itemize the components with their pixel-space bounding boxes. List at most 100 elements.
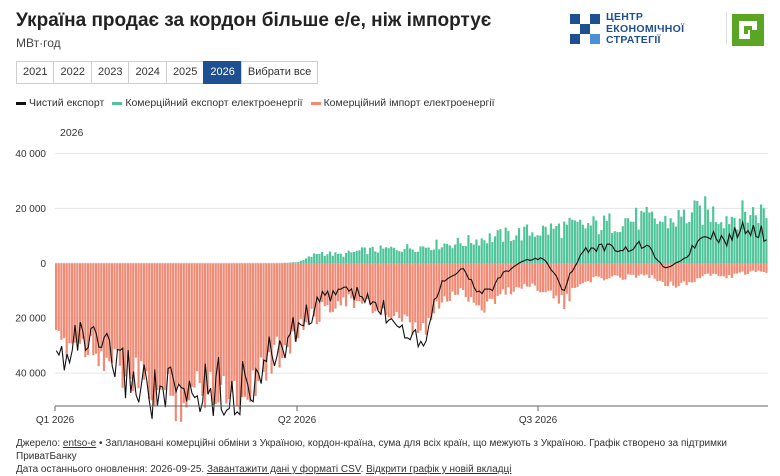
export-bar [595, 220, 597, 263]
export-bar [342, 257, 344, 264]
export-bar [305, 258, 307, 263]
import-bar [638, 263, 640, 275]
import-bar [183, 263, 185, 403]
import-bar [590, 263, 592, 282]
x-tick-label: Q2 2026 [278, 415, 317, 426]
import-bar [289, 263, 291, 353]
export-bar [627, 218, 629, 263]
legend-item-import[interactable]: Комерційний імпорт електроенергії [311, 97, 495, 109]
export-bar [563, 222, 565, 264]
import-bar [717, 263, 719, 276]
open-new-tab-link[interactable]: Відкрити графік у новій вкладці [366, 464, 511, 475]
import-bar [680, 263, 682, 283]
import-bar [66, 263, 68, 356]
year-button-2025[interactable]: 2025 [166, 61, 204, 84]
import-bar [741, 263, 743, 271]
import-bar [704, 263, 706, 274]
export-bar [608, 213, 610, 263]
import-bar [76, 263, 78, 343]
export-bar [491, 242, 493, 263]
select-all-button[interactable]: Вибрати все [241, 61, 318, 84]
import-bar [276, 263, 278, 336]
source-link[interactable]: entso-e [63, 438, 96, 449]
export-bar [635, 208, 637, 263]
export-bar [513, 240, 515, 263]
import-bar [723, 263, 725, 276]
export-bar [510, 241, 512, 263]
export-bar [755, 215, 757, 263]
export-bar [638, 230, 640, 264]
import-bar [537, 263, 539, 291]
import-bar [169, 263, 171, 396]
export-bar [292, 262, 294, 263]
import-bar [707, 263, 709, 273]
footer: Джерело: entso-e • Заплановані комерційн… [16, 437, 780, 476]
export-bar [715, 222, 717, 263]
ces-logo[interactable]: ЦЕНТР ЕКОНОМІЧНОЇ СТРАТЕГІЇ [568, 12, 718, 48]
export-bar [691, 212, 693, 263]
import-bar [481, 263, 483, 310]
export-bar [574, 220, 576, 263]
export-bar [462, 246, 464, 263]
export-bar [550, 223, 552, 263]
export-bar [350, 252, 352, 263]
export-bar [728, 224, 730, 263]
import-bar [135, 263, 137, 357]
export-bar [566, 225, 568, 264]
export-bar [646, 207, 648, 263]
year-button-2021[interactable]: 2021 [16, 61, 54, 84]
import-bar [725, 263, 727, 278]
import-bar [114, 263, 116, 349]
import-bar [465, 263, 467, 297]
import-bar [526, 263, 528, 286]
export-bar [297, 262, 299, 263]
import-bar [122, 263, 124, 387]
import-bar [217, 263, 219, 402]
import-bar [515, 263, 517, 287]
import-bar [449, 263, 451, 301]
import-bar [765, 263, 767, 273]
import-bar [98, 263, 100, 366]
export-bar [584, 228, 586, 263]
export-bar [459, 243, 461, 263]
year-button-2024[interactable]: 2024 [128, 61, 166, 84]
year-button-2023[interactable]: 2023 [91, 61, 129, 84]
x-tick-label: Q3 2026 [519, 415, 558, 426]
import-bar [451, 263, 453, 291]
export-bar [659, 221, 661, 263]
import-bar [747, 263, 749, 274]
year-button-2022[interactable]: 2022 [53, 61, 91, 84]
export-bar [733, 218, 735, 263]
import-bar [608, 263, 610, 278]
legend-item-net-export[interactable]: Чистий експорт [16, 97, 104, 109]
import-bar [193, 263, 195, 387]
import-bar [566, 263, 568, 294]
export-bar [289, 263, 291, 264]
export-bar [547, 235, 549, 264]
privatbank-logo[interactable] [730, 12, 766, 48]
chart-year-label: 2026 [60, 127, 84, 139]
export-bar [741, 200, 743, 263]
export-bar [502, 242, 504, 264]
export-bar [334, 252, 336, 263]
import-bar [547, 263, 549, 291]
year-button-2026[interactable]: 2026 [203, 61, 241, 84]
import-bar [412, 263, 414, 334]
import-bar [457, 263, 459, 294]
import-bar [427, 263, 429, 318]
import-bar [223, 263, 225, 376]
import-bar [345, 263, 347, 306]
export-bar [590, 226, 592, 264]
export-bar [656, 224, 658, 263]
legend-item-export[interactable]: Комерційний експорт електроенергії [112, 97, 302, 109]
import-bar [502, 263, 504, 289]
legend-label: Комерційний імпорт електроенергії [324, 97, 495, 109]
download-csv-link[interactable]: Завантажити дані у форматі CSV [207, 464, 361, 475]
export-bar [757, 223, 759, 263]
export-bar [526, 224, 528, 263]
export-bar [749, 215, 751, 263]
export-bar [332, 256, 334, 264]
import-bar [622, 263, 624, 280]
import-bar [576, 263, 578, 287]
